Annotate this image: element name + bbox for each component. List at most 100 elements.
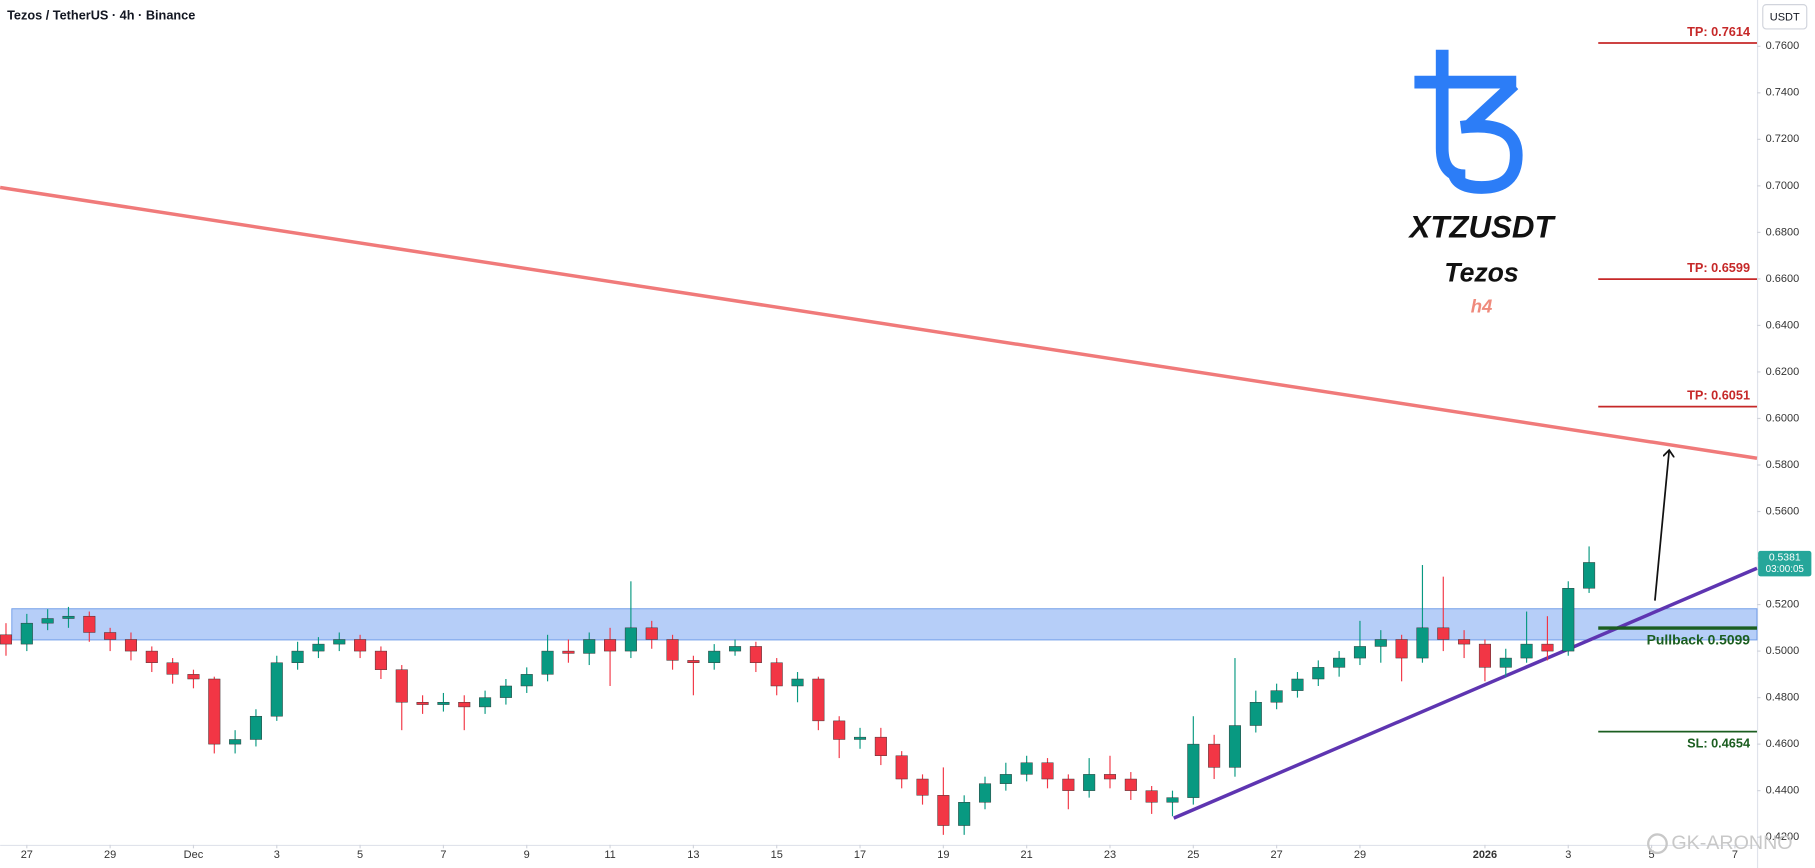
candle-body — [166, 662, 179, 675]
candle-body — [978, 783, 992, 803]
x-tick-label: 29 — [1354, 849, 1366, 861]
candle-body — [749, 646, 762, 663]
candle-body — [541, 650, 554, 675]
candle-body — [62, 615, 75, 619]
candle-body — [791, 678, 804, 687]
candle-body — [437, 702, 450, 705]
logo-timeframe: h4 — [1471, 296, 1493, 317]
watermark: GK-ARONNO — [1671, 832, 1792, 854]
candle-body — [416, 702, 429, 705]
candle-body — [895, 755, 908, 780]
candle-body — [1437, 627, 1450, 640]
candle-body — [1583, 562, 1596, 589]
candle-body — [604, 639, 617, 652]
tezos-logo — [1414, 49, 1523, 194]
candle-body — [854, 736, 867, 740]
price-tag-time: 03:00:05 — [1766, 564, 1805, 575]
candle-body — [1020, 762, 1033, 775]
candle-body — [687, 660, 700, 663]
candle-body — [1374, 639, 1387, 647]
unit-box[interactable] — [1762, 4, 1808, 30]
candle-body — [999, 774, 1012, 784]
x-tick-label: 2026 — [1473, 849, 1497, 861]
candle-body — [208, 678, 221, 745]
candle-body — [770, 662, 783, 687]
x-tick-label: 5 — [1649, 849, 1655, 861]
target-arrow — [1654, 451, 1669, 601]
candle-body — [916, 778, 929, 796]
candle-body — [1562, 588, 1575, 652]
y-tick-label: 0.4400 — [1766, 785, 1800, 797]
candle-body — [354, 639, 367, 652]
x-tick-label: 5 — [357, 849, 363, 861]
level-label: SL: 0.4654 — [1687, 736, 1750, 751]
candle-body — [937, 795, 950, 826]
x-tick-label: 9 — [524, 849, 530, 861]
trendline — [0, 185, 1758, 460]
candle-body — [499, 685, 512, 698]
candle-body — [458, 702, 471, 708]
x-tick-label: 3 — [1565, 849, 1571, 861]
candle-body — [958, 802, 971, 826]
x-tick-label: 13 — [687, 849, 699, 861]
candle-body — [1041, 762, 1054, 780]
candle-body — [104, 632, 117, 640]
candle-body — [270, 662, 283, 717]
x-tick-label: 17 — [854, 849, 866, 861]
y-tick-label: 0.5800 — [1766, 459, 1800, 471]
y-tick-label: 0.6600 — [1766, 273, 1800, 285]
price-tag — [1758, 550, 1812, 577]
candle-body — [1499, 657, 1512, 668]
x-tick-label: 7 — [440, 849, 446, 861]
candle-body — [20, 622, 33, 645]
candle-body — [83, 615, 96, 633]
x-tick-label: 7 — [1732, 849, 1738, 861]
plot-layer — [0, 42, 1758, 835]
candle-body — [1145, 790, 1158, 803]
x-tick-label: 21 — [1021, 849, 1033, 861]
candle-body — [708, 650, 721, 663]
axis-unit[interactable]: USDT — [1770, 11, 1800, 23]
y-tick-label: 0.7000 — [1766, 180, 1800, 192]
candle-body — [41, 618, 54, 624]
y-tick-label: 0.4600 — [1766, 738, 1800, 750]
logo-bowl — [1447, 119, 1523, 194]
watermark-icon — [1647, 833, 1668, 855]
candle-body — [729, 646, 742, 652]
x-tick-label: 19 — [937, 849, 949, 861]
level-label: TP: 0.6051 — [1687, 388, 1750, 403]
x-tick-label: Dec — [184, 849, 204, 861]
level-label: TP: 0.6599 — [1687, 260, 1750, 275]
logo-name: Tezos — [1444, 257, 1518, 287]
support-zone — [11, 608, 1758, 641]
x-tick-label: 23 — [1104, 849, 1116, 861]
candle-body — [1249, 702, 1262, 726]
y-tick-label: 0.5600 — [1766, 505, 1800, 517]
y-tick-label: 0.6400 — [1766, 319, 1800, 331]
candle-body — [1083, 774, 1096, 791]
candle-body — [1541, 643, 1554, 652]
candle-body — [583, 639, 596, 654]
candle-body — [0, 634, 13, 645]
candle-body — [1187, 743, 1200, 798]
y-tick-label: 0.5200 — [1766, 598, 1800, 610]
level-label: Pullback 0.5099 — [1647, 631, 1751, 647]
candle-body — [291, 650, 304, 663]
x-tick-label: 27 — [1271, 849, 1283, 861]
candle-body — [1478, 643, 1491, 668]
x-tick-label: 11 — [604, 849, 615, 861]
x-tick-label: 3 — [274, 849, 280, 861]
candle-body — [1416, 627, 1429, 659]
chart-title: Tezos / TetherUS · 4h · Binance — [7, 8, 195, 23]
candle-body — [249, 715, 262, 740]
y-tick-label: 0.6800 — [1766, 226, 1800, 238]
candle-body — [395, 669, 408, 703]
candle-body — [229, 739, 242, 745]
candle-body — [479, 697, 492, 708]
candle-body — [812, 678, 825, 722]
candle-body — [1270, 690, 1283, 703]
candle-body — [645, 627, 658, 640]
